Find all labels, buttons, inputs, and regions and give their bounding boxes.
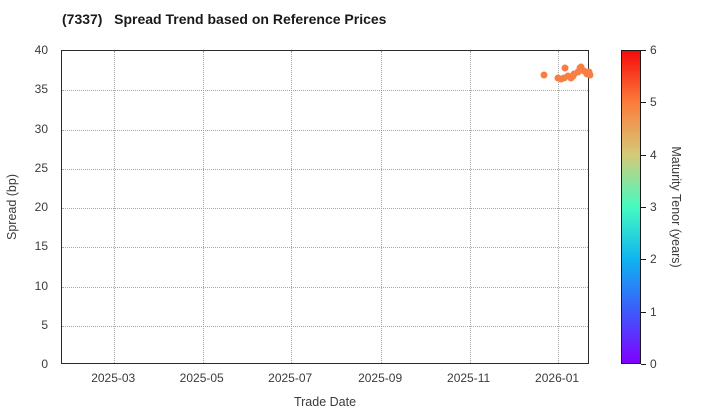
plot-area [61, 50, 594, 364]
colorbar-tick-2 [641, 259, 646, 261]
colorbar [621, 50, 641, 364]
gridline-x-2025-09 [381, 51, 383, 363]
data-point-9 [574, 68, 582, 76]
gridline-x-2025-05 [202, 51, 204, 363]
x-tick-label-2025-09: 2025-09 [358, 371, 403, 385]
x-tick-label-2025-05: 2025-05 [179, 371, 224, 385]
colorbar-tick-label-3: 3 [650, 200, 657, 214]
y-tick-label-15: 15 [34, 239, 48, 254]
gridline-y-35 [62, 90, 588, 92]
y-tick-label-10: 10 [34, 278, 48, 293]
data-point-4 [561, 64, 569, 72]
y-tick-label-40: 40 [34, 43, 48, 57]
colorbar-tick-label-2: 2 [650, 252, 657, 267]
gridline-y-5 [62, 325, 588, 327]
y-tick-label-20: 20 [34, 200, 48, 214]
colorbar-tick-5 [641, 102, 646, 104]
x-axis-title: Trade Date [293, 395, 357, 409]
colorbar-tick-label-1: 1 [650, 304, 657, 319]
data-point-0 [540, 71, 548, 79]
x-tick-label-2025-03: 2025-03 [91, 371, 136, 385]
colorbar-tick-label-6: 6 [650, 43, 657, 57]
gridline-x-2026-01 [558, 51, 560, 363]
gridline-x-2025-11 [469, 51, 471, 363]
y-tick-label-35: 35 [34, 82, 48, 97]
y-tick-label-30: 30 [34, 121, 48, 136]
colorbar-tick-label-4: 4 [650, 147, 657, 162]
x-tick-label-2025-11: 2025-11 [447, 371, 491, 385]
gridline-y-25 [62, 168, 588, 170]
colorbar-tick-4 [641, 154, 646, 156]
colorbar-title: Maturity Tenor (years) [669, 146, 683, 268]
colorbar-tick-0 [641, 364, 646, 365]
gridline-y-10 [62, 286, 588, 288]
y-tick-label-25: 25 [34, 160, 48, 175]
y-tick-label-0: 0 [41, 357, 48, 371]
chart-title: (7337) Spread Trend based on Reference P… [62, 11, 387, 27]
gridline-y-30 [62, 129, 588, 131]
colorbar-tick-label-0: 0 [650, 357, 657, 371]
colorbar-tick-3 [641, 207, 646, 208]
data-point-8 [570, 70, 578, 78]
gridline-y-20 [62, 208, 588, 209]
y-tick-label-5: 5 [41, 317, 48, 332]
gridline-y-15 [62, 247, 588, 249]
data-point-11 [577, 63, 585, 71]
colorbar-tick-label-5: 5 [650, 95, 657, 110]
data-point-15 [586, 71, 594, 79]
colorbar-tick-1 [641, 311, 646, 313]
gridline-x-2025-07 [291, 51, 293, 363]
x-tick-label-2025-07: 2025-07 [268, 371, 313, 385]
gridline-x-2025-03 [114, 51, 116, 363]
colorbar-tick-6 [641, 50, 646, 51]
x-tick-label-2026-01: 2026-01 [535, 371, 580, 385]
data-point-3 [560, 74, 568, 82]
